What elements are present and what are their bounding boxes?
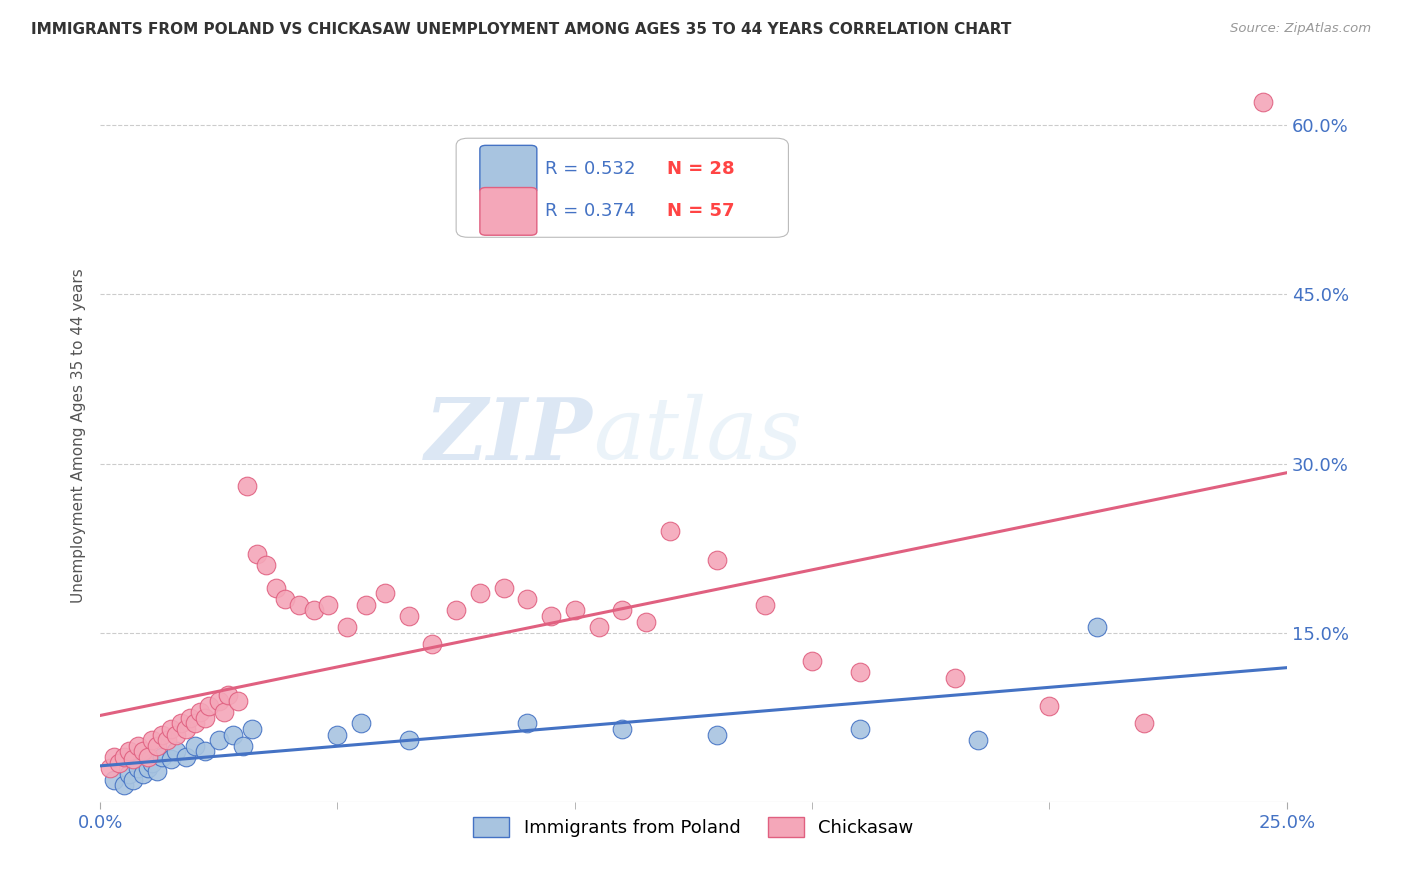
Point <box>516 716 538 731</box>
Point <box>217 688 239 702</box>
Point <box>122 752 145 766</box>
FancyBboxPatch shape <box>479 187 537 235</box>
Point <box>240 722 263 736</box>
Point <box>848 722 870 736</box>
Point <box>612 722 634 736</box>
Point <box>132 767 155 781</box>
Point <box>136 761 159 775</box>
Point <box>374 586 396 600</box>
Point <box>246 547 269 561</box>
Point <box>706 552 728 566</box>
Point <box>1133 716 1156 731</box>
Point <box>112 778 135 792</box>
Point <box>967 733 990 747</box>
Text: R = 0.374: R = 0.374 <box>546 202 636 220</box>
Point <box>516 592 538 607</box>
Point <box>274 592 297 607</box>
Point <box>146 764 169 778</box>
Point <box>634 615 657 629</box>
Point <box>108 756 131 770</box>
Point <box>103 750 125 764</box>
Point <box>398 609 420 624</box>
Point <box>336 620 359 634</box>
Point <box>354 598 377 612</box>
Point <box>117 767 139 781</box>
Point <box>1251 95 1274 110</box>
Point <box>231 739 253 753</box>
Point <box>288 598 311 612</box>
Point <box>706 727 728 741</box>
Point <box>146 739 169 753</box>
Point <box>193 744 215 758</box>
Point <box>208 733 231 747</box>
Text: Source: ZipAtlas.com: Source: ZipAtlas.com <box>1230 22 1371 36</box>
Point <box>612 603 634 617</box>
Point <box>422 637 444 651</box>
Point <box>127 761 149 775</box>
Point <box>208 694 231 708</box>
Point <box>468 586 491 600</box>
Text: R = 0.532: R = 0.532 <box>546 161 636 178</box>
Text: IMMIGRANTS FROM POLAND VS CHICKASAW UNEMPLOYMENT AMONG AGES 35 TO 44 YEARS CORRE: IMMIGRANTS FROM POLAND VS CHICKASAW UNEM… <box>31 22 1011 37</box>
Point <box>1085 620 1108 634</box>
Point <box>350 716 373 731</box>
FancyBboxPatch shape <box>456 138 789 237</box>
Point <box>170 716 193 731</box>
Point <box>254 558 277 573</box>
Text: N = 57: N = 57 <box>668 202 735 220</box>
Text: N = 28: N = 28 <box>668 161 735 178</box>
Point <box>165 744 187 758</box>
Point <box>179 710 201 724</box>
Point <box>150 727 173 741</box>
Point <box>184 739 207 753</box>
Point <box>132 744 155 758</box>
Point <box>150 750 173 764</box>
Point <box>141 733 163 747</box>
Point <box>264 581 287 595</box>
Text: ZIP: ZIP <box>425 393 592 477</box>
Point <box>316 598 339 612</box>
Point <box>943 671 966 685</box>
Point <box>754 598 776 612</box>
Point <box>236 479 259 493</box>
Point <box>198 699 221 714</box>
Point <box>165 727 187 741</box>
Point <box>174 750 197 764</box>
Point <box>141 756 163 770</box>
Point <box>588 620 610 634</box>
Point <box>174 722 197 736</box>
Point <box>127 739 149 753</box>
Point <box>564 603 586 617</box>
Point <box>801 654 824 668</box>
Point <box>444 603 467 617</box>
Point <box>658 524 681 539</box>
FancyBboxPatch shape <box>479 145 537 193</box>
Point <box>160 722 183 736</box>
Point <box>1038 699 1060 714</box>
Point <box>136 750 159 764</box>
Point <box>160 752 183 766</box>
Point <box>212 705 235 719</box>
Point <box>848 665 870 680</box>
Point <box>103 772 125 787</box>
Point <box>188 705 211 719</box>
Point <box>122 772 145 787</box>
Point <box>193 710 215 724</box>
Y-axis label: Unemployment Among Ages 35 to 44 years: Unemployment Among Ages 35 to 44 years <box>72 268 86 603</box>
Point <box>492 581 515 595</box>
Point <box>112 750 135 764</box>
Point <box>222 727 245 741</box>
Point <box>117 744 139 758</box>
Point <box>302 603 325 617</box>
Point <box>398 733 420 747</box>
Point <box>155 733 177 747</box>
Point <box>326 727 349 741</box>
Point <box>226 694 249 708</box>
Legend: Immigrants from Poland, Chickasaw: Immigrants from Poland, Chickasaw <box>467 809 921 845</box>
Point <box>540 609 562 624</box>
Point <box>184 716 207 731</box>
Point <box>98 761 121 775</box>
Text: atlas: atlas <box>592 394 801 476</box>
